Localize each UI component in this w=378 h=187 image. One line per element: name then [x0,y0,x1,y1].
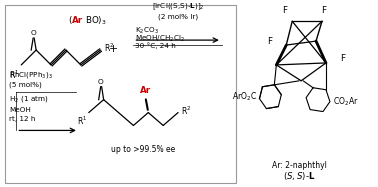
Text: H$_2$ (1 atm): H$_2$ (1 atm) [9,94,49,104]
Text: MeOH: MeOH [9,107,31,113]
Text: $+$: $+$ [108,43,118,53]
Text: Ar: Ar [140,86,151,95]
Text: (5 mol%): (5 mol%) [9,81,42,88]
Text: $(S,S)$-$\mathbf{L}$: $(S,S)$-$\mathbf{L}$ [283,170,315,182]
Text: R$^1$: R$^1$ [9,69,19,81]
Text: [IrCl((S,S)-$\mathbf{L}$)]$_2$: [IrCl((S,S)-$\mathbf{L}$)]$_2$ [152,1,204,12]
Text: (: ( [68,16,72,25]
Text: RhCl(PPh$_3$)$_3$: RhCl(PPh$_3$)$_3$ [9,70,53,80]
FancyBboxPatch shape [5,5,235,183]
Text: up to >99.5% ee: up to >99.5% ee [111,145,175,154]
Text: rt, 12 h: rt, 12 h [9,117,36,122]
Text: Ar: 2-naphthyl: Ar: 2-naphthyl [272,161,327,170]
Text: CO$_2$Ar: CO$_2$Ar [333,95,358,108]
Text: (2 mol% Ir): (2 mol% Ir) [158,13,198,19]
Text: BO)$_3$: BO)$_3$ [85,14,107,27]
Text: F: F [340,54,345,63]
Text: Ar: Ar [72,16,83,25]
Text: F: F [267,37,273,46]
Text: O: O [30,30,36,36]
Text: ArO$_2$C: ArO$_2$C [232,91,257,103]
Text: 30 °C, 24 h: 30 °C, 24 h [135,42,176,49]
Text: MeOH/CH$_2$Cl$_2$: MeOH/CH$_2$Cl$_2$ [135,34,186,44]
Text: O: O [98,79,104,85]
Text: R$^1$: R$^1$ [76,115,87,127]
Text: K$_2$CO$_3$: K$_2$CO$_3$ [135,26,159,36]
Text: R$^2$: R$^2$ [181,104,191,117]
Text: F: F [282,6,287,15]
Text: F: F [321,6,327,15]
Text: R$^2$: R$^2$ [104,42,114,54]
